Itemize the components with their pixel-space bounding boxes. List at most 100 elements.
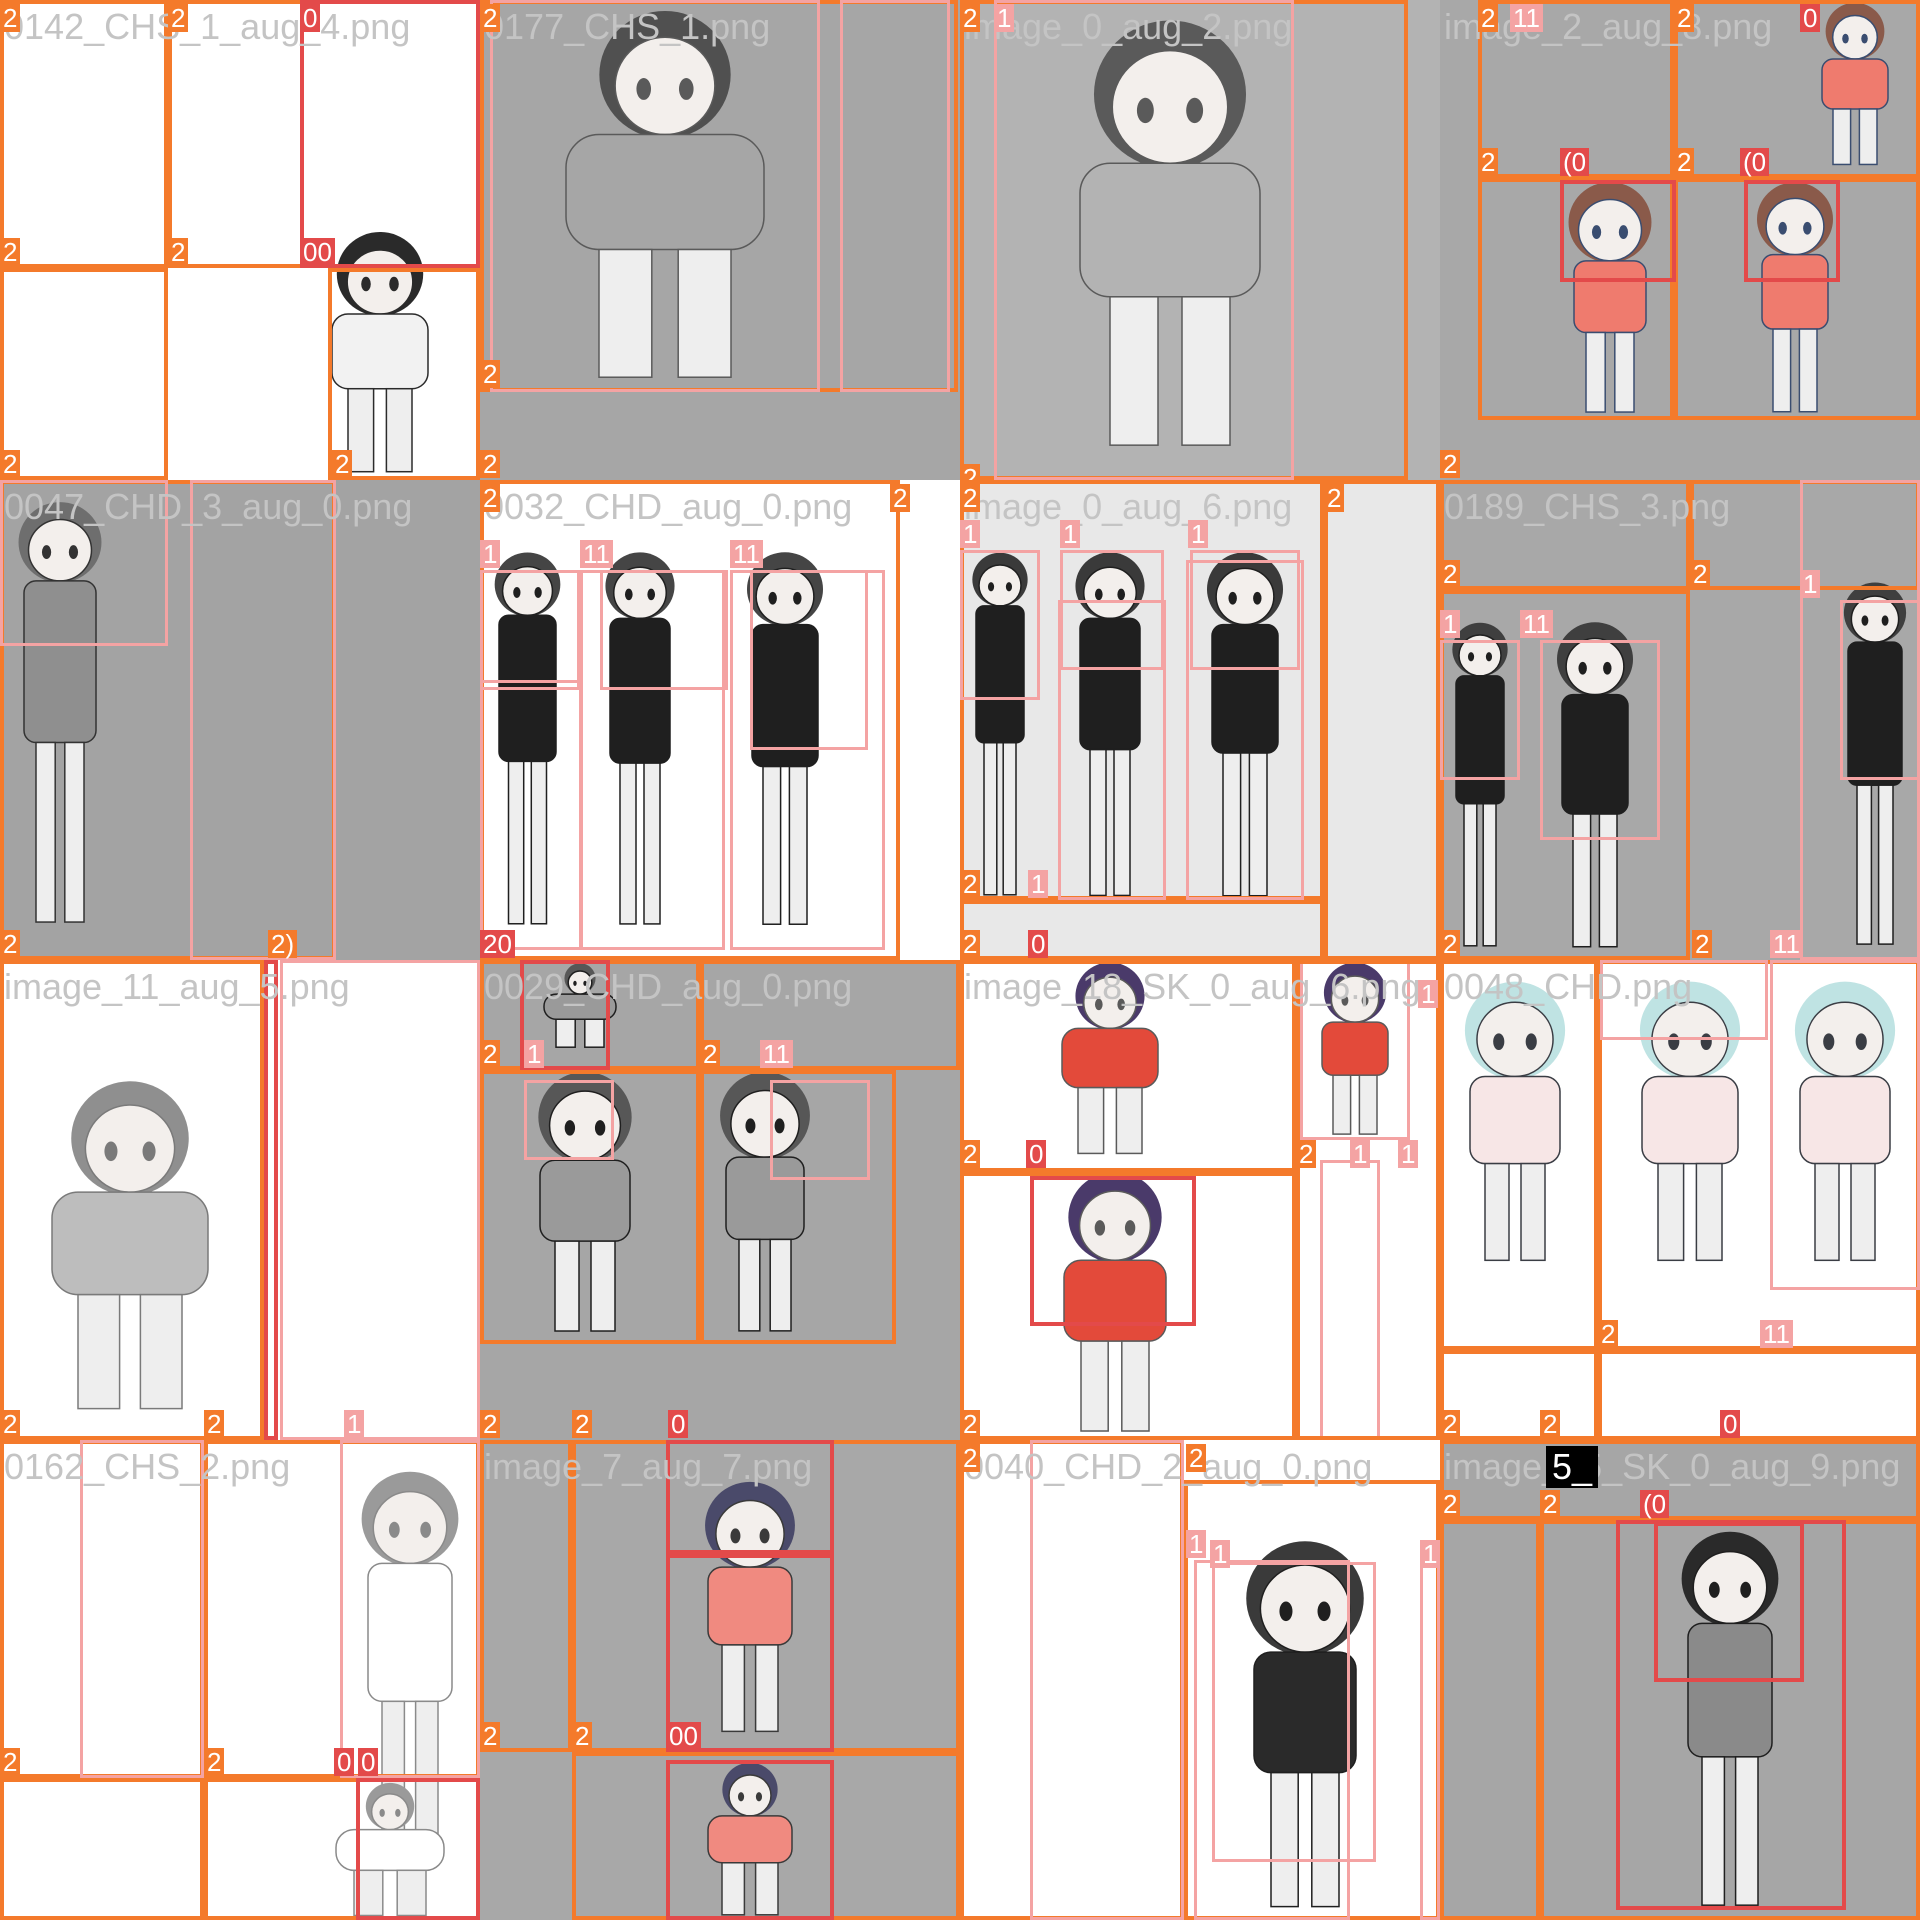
tile-artwork bbox=[1061, 962, 1389, 1432]
class-label-tag: 2 bbox=[480, 484, 501, 512]
tile-caption: image_7_aug_7.png bbox=[484, 1446, 813, 1487]
bounding-box-class-1 bbox=[730, 570, 885, 950]
eye-shape bbox=[1708, 1581, 1720, 1598]
eye-shape bbox=[1117, 998, 1126, 1011]
class-label-tag: 1 bbox=[1060, 520, 1081, 548]
class-label-tag: 1 bbox=[1420, 1540, 1440, 1568]
character-figure bbox=[565, 10, 765, 378]
torso-shape bbox=[539, 1159, 631, 1242]
eye-shape bbox=[389, 276, 399, 292]
eye-shape bbox=[1341, 995, 1349, 1006]
class-label-tag: 2 bbox=[1478, 148, 1499, 176]
torso-shape bbox=[1821, 58, 1889, 110]
character-figure bbox=[1681, 1531, 1779, 1906]
tile-caption: 0177_CHS_1.png bbox=[484, 6, 771, 47]
bounding-box-class-2 bbox=[1440, 960, 1598, 1350]
eye-shape bbox=[594, 1120, 606, 1136]
bounding-box-class-2 bbox=[1598, 1350, 1920, 1440]
leg-shape bbox=[1358, 1074, 1378, 1135]
class-label-tag: 2 bbox=[1674, 148, 1695, 176]
eye-shape bbox=[1094, 1220, 1106, 1236]
eye-shape bbox=[647, 588, 656, 601]
bounding-box-class-1 bbox=[1030, 1440, 1184, 1920]
mosaic-tile: image_15_SK_0_aug_9.png 2 2 (0 bbox=[1440, 1440, 1920, 1920]
mosaic-tile: 0032_CHD_aug_0.png 2 2 1 11 11 20 bbox=[480, 480, 960, 960]
eye-shape bbox=[1855, 1033, 1867, 1051]
bounding-box-class-2 bbox=[0, 0, 168, 268]
bounding-box-class-2 bbox=[1440, 1520, 1540, 1920]
bounding-box-class-1 bbox=[1058, 600, 1166, 900]
eye-shape bbox=[583, 980, 587, 986]
character-figure bbox=[720, 1071, 810, 1332]
leg-shape bbox=[1657, 1162, 1685, 1262]
leg-shape bbox=[385, 387, 413, 473]
torso-shape bbox=[565, 133, 765, 251]
class-label-tag: 00 bbox=[300, 238, 335, 266]
leg-shape bbox=[788, 765, 808, 925]
leg-shape bbox=[507, 760, 525, 925]
tile-caption: image_15_SK_0_aug_9.png bbox=[1444, 1446, 1901, 1487]
eye-shape bbox=[420, 1521, 432, 1538]
torso-shape bbox=[707, 1566, 793, 1646]
bounding-box-class-2 bbox=[1296, 960, 1440, 1440]
class-label-tag: (0 bbox=[1560, 148, 1590, 176]
character-figure bbox=[361, 1471, 459, 1856]
leg-shape bbox=[721, 1644, 746, 1733]
character-figure bbox=[543, 963, 617, 1048]
bounding-box-class-0 bbox=[666, 1554, 834, 1752]
leg-shape bbox=[1080, 1340, 1109, 1432]
tile-caption: image_0_aug_6.png bbox=[964, 486, 1293, 527]
mosaic-tile: 0029_CHD_aug_0.png 2 1 2 11 2 2 0 bbox=[480, 960, 960, 1440]
leg-shape bbox=[983, 742, 998, 896]
eye-shape bbox=[1485, 652, 1493, 662]
mosaic-tile: image_11_aug_5.png 2 2 1 bbox=[0, 960, 480, 1440]
eye-shape bbox=[636, 78, 652, 100]
bounding-box-class-2 bbox=[480, 1440, 572, 1752]
bounding-box-class-1 bbox=[80, 1440, 204, 1778]
leg-shape bbox=[1482, 803, 1497, 947]
mosaic-tile: image_7_aug_7.png 2 2 00 bbox=[480, 1440, 960, 1920]
tile-artwork bbox=[1681, 1531, 1779, 1906]
tile-artwork bbox=[1452, 582, 1907, 948]
tile-caption: image_0_aug_2.png bbox=[964, 6, 1293, 47]
class-label-tag: 2 bbox=[700, 1040, 721, 1068]
eye-shape bbox=[142, 1141, 156, 1162]
tile-caption: image_18_SK_0_aug_6.png bbox=[964, 966, 1421, 1007]
class-label-tag: 0 bbox=[300, 4, 321, 32]
character-figure bbox=[972, 552, 1028, 896]
tile-artwork bbox=[538, 963, 810, 1332]
tile-caption: 0029_CHD_aug_0.png bbox=[484, 966, 853, 1007]
eye-shape bbox=[1094, 588, 1103, 601]
leg-shape bbox=[1121, 1340, 1150, 1432]
bounding-box-class-2 bbox=[1674, 0, 1920, 178]
leg-shape bbox=[1077, 1086, 1105, 1155]
black-patch-label: 5_ bbox=[1546, 1446, 1599, 1488]
class-label-tag: 1 bbox=[1210, 1540, 1231, 1568]
class-label-tag: 2) bbox=[268, 930, 298, 958]
bounding-box-class-1 bbox=[524, 1080, 614, 1160]
eye-shape bbox=[361, 276, 371, 292]
eye-shape bbox=[1279, 1601, 1293, 1622]
eye-shape bbox=[573, 980, 577, 986]
bounding-box-class-2 bbox=[700, 960, 960, 1070]
class-label-tag: 0 bbox=[668, 1410, 689, 1438]
leg-shape bbox=[1115, 1086, 1143, 1155]
mosaic-tile: image_0_aug_6.png 2 1 1 1 2 2 1 2 0 bbox=[960, 480, 1440, 960]
leg-shape bbox=[1614, 331, 1635, 413]
character-figure bbox=[1321, 962, 1389, 1135]
class-label-tag: 11 bbox=[1770, 930, 1803, 958]
leg-shape bbox=[590, 1240, 616, 1332]
character-figure bbox=[1246, 1541, 1364, 1908]
leg-shape bbox=[677, 248, 732, 378]
tile-caption: 0032_CHD_aug_0.png bbox=[484, 486, 853, 527]
leg-shape bbox=[1002, 742, 1017, 896]
bounding-box-class-1 bbox=[840, 0, 950, 392]
class-label-tag: 11 bbox=[1760, 1320, 1793, 1348]
class-label-tag: 2 bbox=[890, 484, 911, 512]
torso-shape bbox=[543, 993, 617, 1020]
class-label-tag: 2 bbox=[572, 1410, 593, 1438]
class-label-tag: 2 bbox=[480, 360, 501, 388]
eye-shape bbox=[68, 545, 79, 559]
eye-shape bbox=[1005, 582, 1013, 592]
class-label-tag: 2 bbox=[480, 1040, 501, 1068]
